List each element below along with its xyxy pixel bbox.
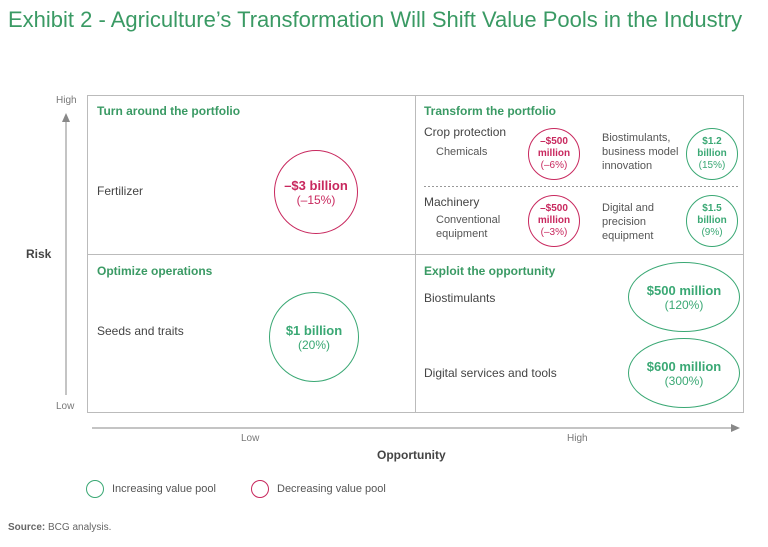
bubble-digital-precision: $1.5 billion (9%) — [686, 195, 738, 247]
quadrant-title-exploit: Exploit the opportunity — [424, 264, 556, 278]
x-axis-high-label: High — [567, 433, 588, 444]
y-axis-title: Risk — [26, 247, 52, 261]
page-title: Exhibit 2 - Agriculture’s Transformation… — [8, 7, 743, 32]
bubble-digital-services: $600 million (300%) — [628, 338, 740, 408]
bubble-pct: (–15%) — [296, 192, 336, 207]
bubble-conventional-equipment: –$500 million (–3%) — [528, 195, 580, 247]
bubble-pct: (–3%) — [540, 227, 568, 238]
x-axis-low-label: Low — [241, 433, 260, 444]
bubble-value: $1 billion — [285, 322, 343, 338]
bubble-pct: (300%) — [664, 373, 704, 388]
source-note: Source: BCG analysis. — [8, 522, 111, 533]
bubble-chemicals: –$500 million (–6%) — [528, 128, 580, 180]
bubble-biostimulants-innovation: $1.2 billion (15%) — [686, 128, 738, 180]
item-conventional-equipment: Conventional equipment — [436, 214, 501, 240]
bubble-pct: (9%) — [701, 227, 723, 238]
item-biostimulants: Biostimulants — [424, 291, 496, 305]
bubble-pct: (20%) — [297, 337, 330, 352]
item-crop-protection: Crop protection — [424, 125, 507, 139]
legend-decreasing-label: Decreasing value pool — [277, 483, 386, 495]
item-digital-precision: Digital and precision equipment — [602, 202, 654, 242]
x-axis-title: Opportunity — [377, 448, 446, 462]
bubble-fertilizer: –$3 billion (–15%) — [274, 150, 358, 234]
y-axis-arrowhead — [62, 113, 70, 122]
bubble-value: $1.2 billion — [697, 136, 727, 159]
source-text: BCG analysis. — [48, 522, 112, 533]
bubble-pct: (15%) — [698, 160, 726, 171]
bubble-pct: (120%) — [664, 297, 704, 312]
bubble-seeds-traits: $1 billion (20%) — [269, 292, 359, 382]
item-biostimulants-innovation: Biostimulants, business model innovation — [602, 132, 679, 172]
bubble-value: $600 million — [646, 358, 722, 374]
x-axis-arrowhead — [731, 424, 740, 432]
source-label: Source: — [8, 522, 46, 533]
item-machinery: Machinery — [424, 195, 480, 209]
item-seeds-traits: Seeds and traits — [97, 324, 184, 338]
item-chemicals: Chemicals — [436, 146, 488, 158]
bubble-value: –$500 million — [537, 136, 571, 159]
bubble-value: $500 million — [646, 282, 722, 298]
bubble-value: –$500 million — [537, 203, 571, 226]
quadrant-title-optimize: Optimize operations — [97, 264, 213, 278]
quadrant-title-transform: Transform the portfolio — [424, 104, 556, 118]
legend-increasing-label: Increasing value pool — [112, 483, 216, 495]
bubble-pct: (–6%) — [540, 160, 568, 171]
y-axis-low-label: Low — [56, 401, 75, 412]
quadrant-title-turn-around: Turn around the portfolio — [97, 104, 241, 118]
legend-increasing-icon — [86, 480, 104, 498]
bubble-value: $1.5 billion — [697, 203, 727, 226]
legend-decreasing-icon — [251, 480, 269, 498]
bubble-biostimulants: $500 million (120%) — [628, 262, 740, 332]
y-axis-high-label: High — [56, 95, 77, 106]
item-fertilizer: Fertilizer — [97, 184, 144, 198]
bubble-value: –$3 billion — [284, 177, 348, 193]
item-digital-services: Digital services and tools — [424, 366, 557, 380]
